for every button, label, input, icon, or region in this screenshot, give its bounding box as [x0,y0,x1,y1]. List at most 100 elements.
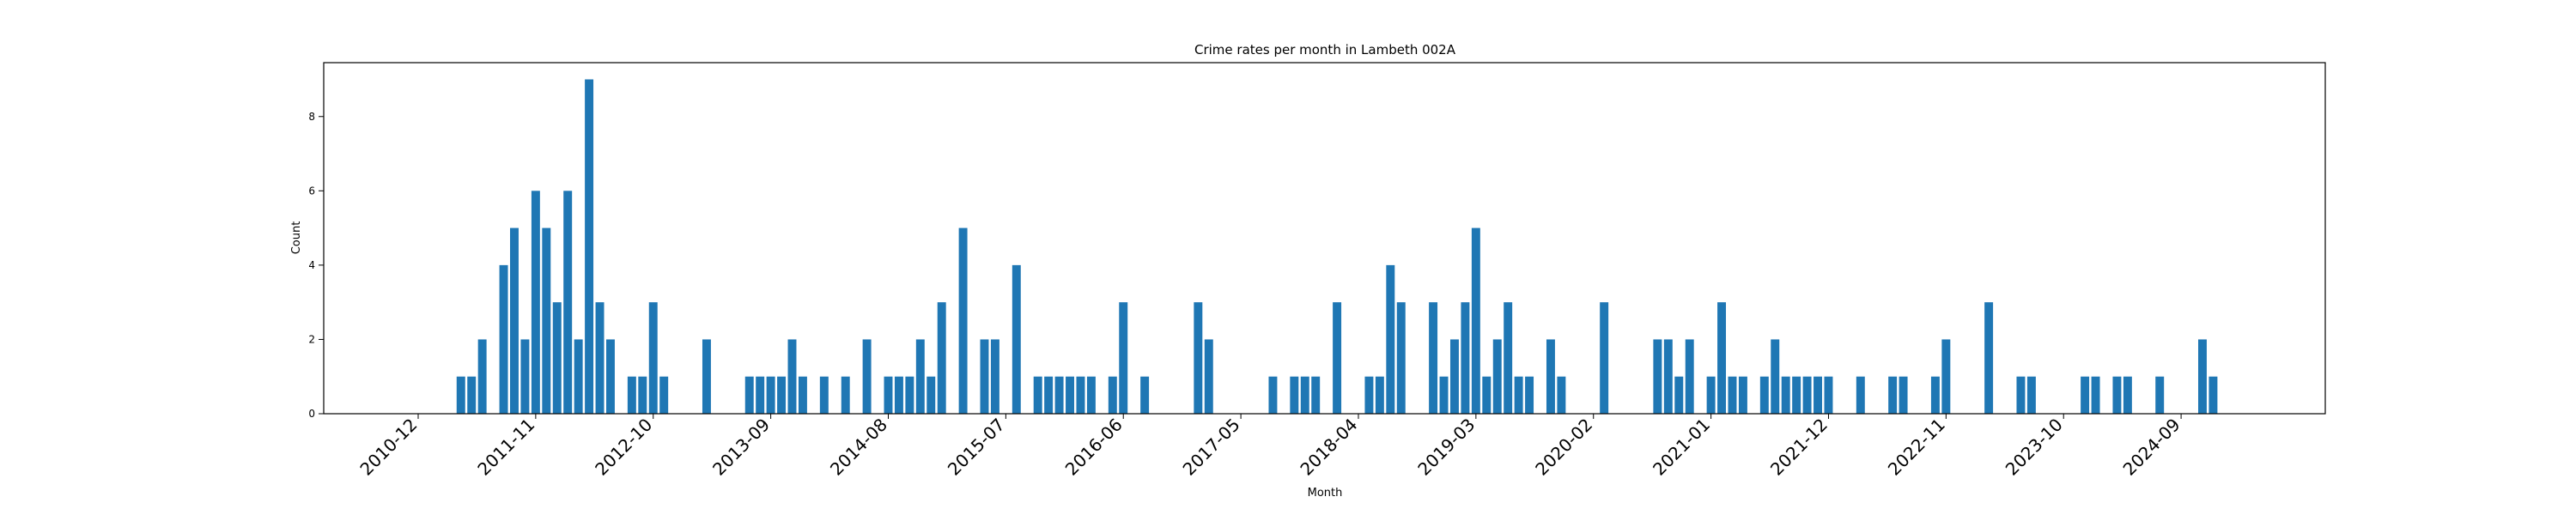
bar-2011-11 [531,191,540,414]
chart-title: Crime rates per month in Lambeth 002A [1194,42,1456,58]
bar-2021-04 [1738,376,1747,414]
bar-2016-08 [1140,376,1150,414]
bar-2018-05 [1364,376,1374,414]
y-tick-label: 8 [308,111,315,123]
bar-2021-03 [1728,376,1737,414]
bar-2017-08 [1268,376,1278,414]
bar-2020-10 [1674,376,1684,414]
y-tick-label: 0 [308,408,315,420]
x-tick-label: 2016-06 [1061,415,1127,480]
bar-2013-08 [756,376,765,414]
bars-group [456,79,2218,414]
bar-2018-06 [1375,376,1384,414]
bar-2023-12 [2081,376,2090,414]
x-tick-label: 2010-12 [355,415,421,480]
bar-2019-01 [1449,339,1459,414]
bar-2014-02 [819,376,829,414]
bar-2016-06 [1119,302,1128,414]
bar-2015-05 [980,339,989,414]
bar-2015-03 [958,227,968,414]
y-axis: 0 2 4 6 8 [308,111,324,420]
bar-2015-12 [1054,376,1064,414]
bar-2019-11 [1557,376,1566,414]
bar-2016-01 [1066,376,1074,414]
bar-2013-12 [798,376,807,414]
bar-2020-08 [1653,339,1662,414]
bar-2019-02 [1461,302,1470,414]
bar-2013-09 [766,376,775,414]
bar-2011-04 [456,376,465,414]
y-tick-label: 4 [308,259,315,271]
plot-frame [323,62,2326,415]
bar-2017-10 [1290,376,1299,414]
bar-2012-03 [574,339,583,414]
bar-2024-11 [2198,339,2207,414]
y-tick-label: 6 [308,185,315,197]
bar-2023-03 [1984,302,1994,414]
bar-2013-10 [777,376,787,414]
x-tick-label: 2018-04 [1296,415,1361,480]
bar-2024-07 [2155,376,2165,414]
bar-2021-02 [1717,302,1727,414]
bar-2022-03 [1856,376,1865,414]
bar-2012-06 [606,339,615,414]
bar-2016-03 [1086,376,1096,414]
x-tick-label: 2019-03 [1413,415,1479,480]
bar-2020-09 [1663,339,1673,414]
bar-2016-05 [1108,376,1117,414]
bar-2021-10 [1802,376,1812,414]
x-axis: 2010-12 2011-11 2012-10 2013-09 2014-08 2015-… [355,414,2184,480]
bar-2012-05 [595,302,605,414]
bar-2011-08 [499,264,508,414]
bar-2021-12 [1824,376,1833,414]
bar-2019-08 [1525,376,1534,414]
bar-2020-03 [1600,302,1609,414]
x-tick-label: 2014-08 [826,415,891,480]
bar-2023-06 [2016,376,2026,414]
x-tick-label: 2013-09 [708,415,774,480]
bar-2018-11 [1429,302,1438,414]
bar-2012-11 [659,376,669,414]
bar-2012-09 [638,376,647,414]
bar-2019-06 [1504,302,1513,414]
bar-2014-08 [884,376,893,414]
bar-2024-04 [2123,376,2132,414]
bar-2012-04 [585,79,594,414]
x-tick-label: 2012-10 [591,415,656,480]
bar-2017-11 [1300,376,1309,414]
x-tick-label: 2021-01 [1649,415,1714,480]
x-axis-label: Month [1308,487,1343,500]
bar-2014-06 [862,339,872,414]
x-tick-label: 2017-05 [1179,415,1244,480]
bar-2012-08 [627,376,636,414]
bar-2012-10 [648,302,658,414]
x-tick-label: 2015-07 [944,415,1009,480]
bar-2021-07 [1771,339,1780,414]
bar-2013-11 [787,339,797,414]
bar-2018-02 [1333,302,1342,414]
bar-2018-08 [1396,302,1406,414]
y-tick-label: 2 [308,333,315,345]
x-tick-label: 2021-12 [1766,415,1832,480]
bar-2014-09 [894,376,903,414]
bar-2014-10 [905,376,914,414]
bar-2023-07 [2026,376,2036,414]
bar-2013-07 [744,376,754,414]
bar-2022-06 [1888,376,1898,414]
bar-2011-09 [510,227,519,414]
bar-2022-07 [1899,376,1908,414]
bar-2019-10 [1546,339,1555,414]
bar-2020-11 [1685,339,1694,414]
bar-2014-11 [915,339,925,414]
bar-2024-01 [2091,376,2100,414]
x-tick-label: 2011-11 [473,415,538,480]
bar-2011-10 [520,339,530,414]
bar-2014-04 [841,376,850,414]
bar-2022-11 [1941,339,1951,414]
bar-2018-07 [1386,264,1395,414]
bar-2013-03 [702,339,711,414]
bar-2015-11 [1044,376,1054,414]
bar-2019-03 [1471,227,1480,414]
bar-2012-02 [563,191,573,414]
